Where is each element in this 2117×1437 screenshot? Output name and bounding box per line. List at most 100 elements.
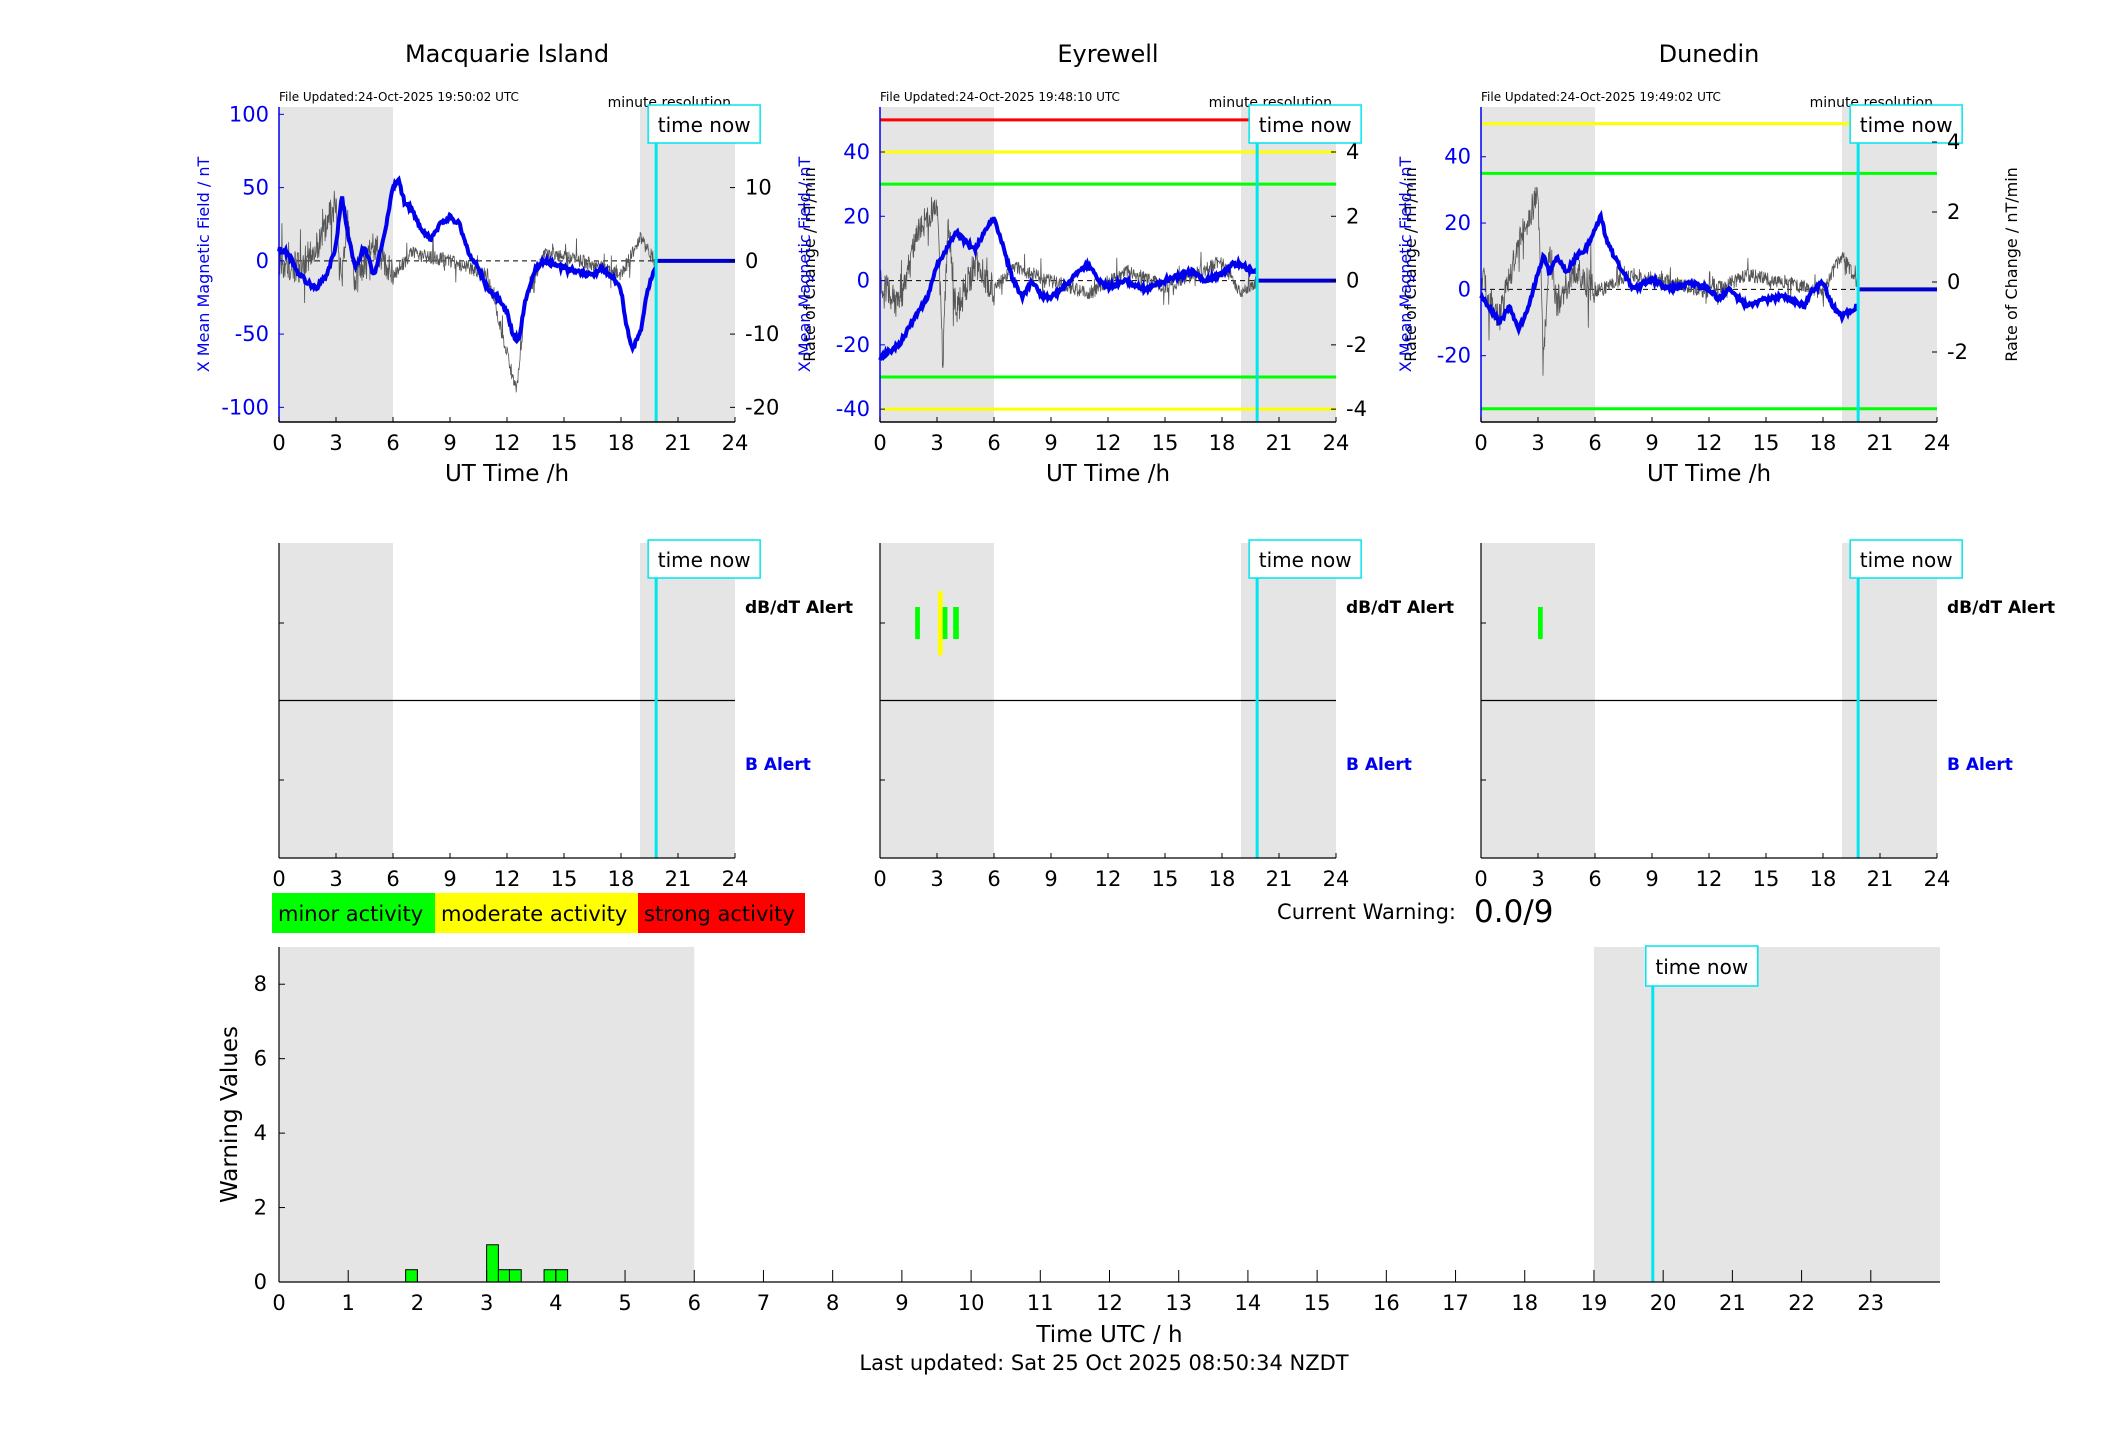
x-tick-label: 22 [1788, 1291, 1815, 1315]
left-tick-label: 20 [1444, 211, 1471, 235]
station-title: Macquarie Island [405, 40, 609, 68]
x-tick-label: 24 [1924, 431, 1951, 455]
x-tick-label: 12 [494, 867, 521, 891]
mean-field-trace [1479, 209, 1860, 337]
x-tick-label: 0 [873, 431, 886, 455]
x-tick-label: 15 [1304, 1291, 1331, 1315]
time-now-label: time now [1655, 955, 1748, 979]
left-axis-label: X Mean Magnetic Field / nT [1396, 157, 1415, 373]
right-axis-label: Rate of Change / nT/min [1401, 167, 1420, 362]
x-tick-label: 12 [1696, 431, 1723, 455]
x-tick-label: 18 [1810, 867, 1837, 891]
x-tick-label: 21 [665, 867, 692, 891]
alert-panel: time now 0 3 6 9 12 15 18 21 24 dB/dT Alert B Alert [873, 539, 1454, 891]
dbdt-trace [278, 190, 657, 393]
left-tick-label: -40 [836, 397, 870, 421]
file-updated: File Updated:24-Oct-2025 19:48:10 UTC [880, 90, 1120, 104]
x-tick-label: 15 [1753, 431, 1780, 455]
station-alert-plots: time now 0 3 6 9 12 15 18 21 24 dB/dT Alert B Alert… [272, 539, 2055, 891]
station-panel: Dunedin File Updated:24-Oct-2025 19:49:02… [1396, 40, 2021, 487]
time-now-box [1849, 539, 1963, 579]
x-tick-label: 3 [480, 1291, 493, 1315]
x-tick-label: 9 [1044, 431, 1057, 455]
x-tick-label: 3 [930, 867, 943, 891]
x-tick-label: 17 [1442, 1291, 1469, 1315]
station-title: Dunedin [1659, 40, 1760, 68]
x-tick-label: 15 [551, 867, 578, 891]
x-tick-label: 10 [958, 1291, 985, 1315]
b-alert-label: B Alert [1346, 755, 1412, 775]
x-axis-label: UT Time /h [1046, 461, 1170, 487]
x-tick-label: 0 [272, 431, 285, 455]
night-shade [279, 107, 393, 422]
time-now-box [647, 104, 761, 144]
x-tick-label: 18 [1511, 1291, 1538, 1315]
right-tick-label: 2 [1947, 200, 1960, 224]
x-tick-label: 9 [1645, 431, 1658, 455]
time-now-box [1849, 104, 1963, 144]
x-tick-label: 18 [1209, 867, 1236, 891]
x-tick-label: 6 [987, 867, 1000, 891]
left-tick-label: 0 [1458, 277, 1471, 301]
x-tick-label: 14 [1235, 1291, 1262, 1315]
legend-label: minor activity [278, 902, 423, 926]
left-tick-label: -20 [1437, 344, 1471, 368]
left-tick-label: 50 [242, 176, 269, 200]
alert-panel: time now 0 3 6 9 12 15 18 21 24 dB/dT Alert B Alert [272, 539, 853, 891]
file-updated: File Updated:24-Oct-2025 19:50:02 UTC [279, 90, 519, 104]
left-tick-label: 100 [229, 102, 269, 126]
x-tick-label: 0 [873, 867, 886, 891]
left-tick-label: -50 [235, 322, 269, 346]
right-tick-label: -2 [1346, 333, 1367, 357]
activity-legend: minor activity moderate activity strong ac… [272, 893, 805, 933]
dbdt-alert-bar [953, 607, 959, 639]
x-tick-label: 15 [551, 431, 578, 455]
x-tick-label: 9 [1645, 867, 1658, 891]
dbdt-alert-label: dB/dT Alert [1346, 598, 1454, 618]
x-tick-label: 9 [895, 1291, 908, 1315]
x-axis-label: UT Time /h [1647, 461, 1771, 487]
time-now-box [647, 539, 761, 579]
dbdt-alert-bar [915, 607, 920, 639]
left-tick-label: 0 [256, 249, 269, 273]
x-tick-label: 12 [1095, 867, 1122, 891]
alert-panel: time now 0 3 6 9 12 15 18 21 24 dB/dT Alert B Alert [1474, 539, 2055, 891]
night-shade [1241, 107, 1336, 422]
x-tick-label: 6 [1588, 431, 1601, 455]
left-tick-label: 20 [843, 204, 870, 228]
x-tick-label: 18 [608, 431, 635, 455]
left-tick-label: -100 [221, 395, 269, 419]
x-tick-label: 3 [1531, 867, 1544, 891]
night-shade [279, 947, 695, 1282]
y-tick-label: 2 [254, 1196, 267, 1220]
x-tick-label: 3 [329, 867, 342, 891]
x-tick-label: 1 [342, 1291, 355, 1315]
right-tick-label: -20 [745, 395, 779, 419]
x-tick-label: 16 [1373, 1291, 1400, 1315]
x-tick-label: 24 [1924, 867, 1951, 891]
x-tick-label: 13 [1165, 1291, 1192, 1315]
y-tick-label: 8 [254, 972, 267, 996]
x-tick-label: 6 [386, 431, 399, 455]
x-tick-label: 24 [1323, 431, 1350, 455]
current-warning-value: 0.0/9 [1474, 894, 1553, 930]
x-tick-label: 23 [1857, 1291, 1884, 1315]
time-now-label: time now [1259, 113, 1352, 137]
warning-bar [497, 1269, 510, 1283]
dbdt-alert-bar [1538, 607, 1543, 639]
current-warning-label: Current Warning: [1277, 900, 1456, 924]
x-tick-label: 21 [1867, 867, 1894, 891]
x-tick-label: 9 [1044, 867, 1057, 891]
night-shade [1481, 107, 1595, 422]
right-tick-label: -4 [1346, 397, 1367, 421]
legend-swatch [435, 893, 638, 933]
x-tick-label: 15 [1152, 431, 1179, 455]
y-tick-label: 0 [254, 1270, 267, 1294]
x-tick-label: 18 [1810, 431, 1837, 455]
x-axis-label: UT Time /h [445, 461, 569, 487]
x-tick-label: 24 [722, 867, 749, 891]
warning-bar [543, 1269, 557, 1283]
x-tick-label: 5 [618, 1291, 631, 1315]
time-now-box [1248, 539, 1362, 579]
